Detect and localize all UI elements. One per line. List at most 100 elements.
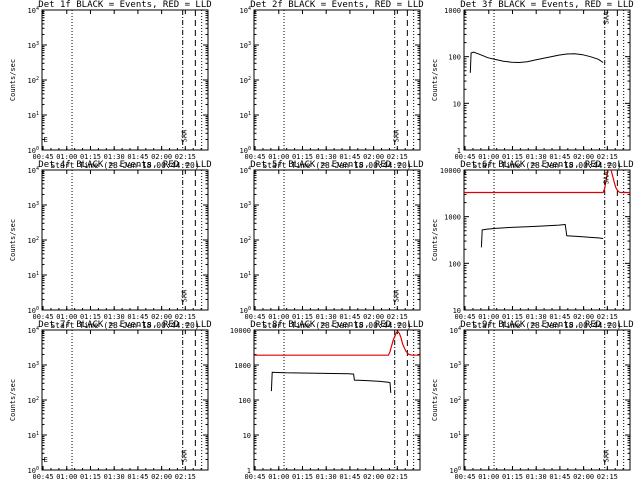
y-tick-label: 100 <box>450 466 461 475</box>
x-tick-label: 00:45 <box>33 153 54 161</box>
y-tick-label: 101 <box>240 271 251 280</box>
y-tick-label: 102 <box>28 76 39 85</box>
y-tick-label: 101 <box>450 431 461 440</box>
x-axis-label: Start Time (28-Jan-18 00:44:20) <box>472 161 621 170</box>
y-tick-label: 103 <box>28 201 39 210</box>
x-tick-label: 01:15 <box>502 153 523 161</box>
x-tick-label: 01:15 <box>502 313 523 321</box>
saa-annotation: SAA <box>603 171 611 184</box>
saa-annotation: SAA <box>181 129 189 142</box>
x-tick-label: 02:00 <box>151 313 172 321</box>
x-tick-label: 01:15 <box>292 153 313 161</box>
x-tick-label: 00:45 <box>455 473 476 480</box>
x-axis-label: Start Time (28-Jan-18 00:44:20) <box>262 321 411 330</box>
y-tick-label: 1000 <box>444 214 461 222</box>
saa-annotation: SAA <box>603 449 611 462</box>
x-tick-label: 01:00 <box>268 473 289 480</box>
x-tick-label: 02:15 <box>387 473 408 480</box>
x-tick-label: 01:00 <box>268 153 289 161</box>
y-axis-label: Counts/sec <box>431 219 439 261</box>
y-tick-label: 102 <box>240 236 251 245</box>
y-tick-label: 1000 <box>444 7 461 15</box>
y-tick-label: 101 <box>240 111 251 120</box>
x-tick-label: 01:45 <box>339 473 360 480</box>
y-tick-label: 101 <box>28 271 39 280</box>
y-tick-label: 100 <box>238 397 251 405</box>
y-tick-label: 1 <box>247 467 251 475</box>
chart-panel-1: Det 1f BLACK = Events, RED = LLD 00:45 01:… <box>9 0 212 170</box>
y-tick-label: 103 <box>28 41 39 50</box>
y-tick-label: 101 <box>28 111 39 120</box>
y-tick-label: 102 <box>450 396 461 405</box>
x-tick-label: 00:45 <box>245 313 266 321</box>
e-annotation: E <box>44 136 48 144</box>
x-tick-label: 02:00 <box>151 473 172 480</box>
x-tick-label: 01:45 <box>549 153 570 161</box>
x-tick-label: 01:30 <box>526 473 547 480</box>
saa-annotation: SAA <box>393 129 401 142</box>
series-group <box>469 51 604 73</box>
x-tick-label: 02:15 <box>597 313 618 321</box>
panel-title: Det 6f BLACK = Events, RED = LLD <box>460 160 633 170</box>
x-tick-label: 01:00 <box>56 153 77 161</box>
y-tick-label: 103 <box>28 361 39 370</box>
x-tick-label: 01:00 <box>478 153 499 161</box>
x-tick-label: 01:00 <box>56 313 77 321</box>
series-group <box>464 170 630 248</box>
x-tick-label: 01:15 <box>80 473 101 480</box>
y-tick-label: 103 <box>450 361 461 370</box>
y-tick-label: 100 <box>448 54 461 62</box>
x-axis-label: Start Time (28-Jan-18 00:44:20) <box>262 161 411 170</box>
x-tick-label: 00:45 <box>33 313 54 321</box>
x-tick-label: 01:00 <box>56 473 77 480</box>
x-tick-label: 01:30 <box>316 473 337 480</box>
y-tick-label: 100 <box>448 260 461 268</box>
y-tick-label: 10000 <box>230 327 251 335</box>
y-tick-label: 102 <box>28 396 39 405</box>
panel-title: Det 8f BLACK = Events, RED = LLD <box>250 320 423 330</box>
saa-annotation: SAA <box>181 289 189 302</box>
x-axis-label: Start Time (28-Jan-18 00:44:20) <box>472 321 621 330</box>
panel-title: Det 1f BLACK = Events, RED = LLD <box>38 0 211 10</box>
y-axis-label: Counts/sec <box>431 59 439 101</box>
y-tick-label: 104 <box>28 166 39 175</box>
x-tick-label: 02:15 <box>175 473 196 480</box>
x-tick-label: 01:45 <box>339 313 360 321</box>
y-tick-label: 10 <box>453 100 461 108</box>
y-tick-label: 100 <box>240 146 251 155</box>
y-tick-label: 100 <box>28 146 39 155</box>
x-tick-label: 01:45 <box>127 473 148 480</box>
events-series-line <box>469 51 604 73</box>
y-axis-label: Counts/sec <box>9 219 17 261</box>
x-tick-label: 02:00 <box>151 153 172 161</box>
y-tick-label: 104 <box>240 166 251 175</box>
y-tick-label: 104 <box>28 6 39 15</box>
y-tick-label: 10 <box>243 432 251 440</box>
x-tick-label: 01:15 <box>502 473 523 480</box>
x-tick-label: 01:15 <box>80 313 101 321</box>
x-tick-label: 02:15 <box>597 153 618 161</box>
x-tick-label: 01:45 <box>127 313 148 321</box>
x-tick-label: 01:30 <box>104 313 125 321</box>
x-tick-label: 01:45 <box>549 313 570 321</box>
panel-title: Det 4f BLACK = Events, RED = LLD <box>38 160 211 170</box>
x-tick-label: 02:15 <box>597 473 618 480</box>
y-tick-label: 1 <box>457 147 461 155</box>
x-tick-label: 01:00 <box>268 313 289 321</box>
x-tick-label: 02:00 <box>363 153 384 161</box>
x-axis-label: Start Time (28-Jan-18 00:44:20) <box>50 161 199 170</box>
e-annotation: E <box>44 456 48 464</box>
x-tick-label: 01:45 <box>339 153 360 161</box>
panel-title: Det 3f BLACK = Events, RED = LLD <box>460 0 633 10</box>
y-tick-label: 104 <box>28 326 39 335</box>
panel-title: Det 7f BLACK = Events, RED = LLD <box>38 320 211 330</box>
x-axis-label: Start Time (28-Jan-18 00:44:20) <box>50 321 199 330</box>
x-tick-label: 01:00 <box>478 313 499 321</box>
panel-title: Det 5f BLACK = Events, RED = LLD <box>250 160 423 170</box>
plot-frame <box>463 9 631 151</box>
